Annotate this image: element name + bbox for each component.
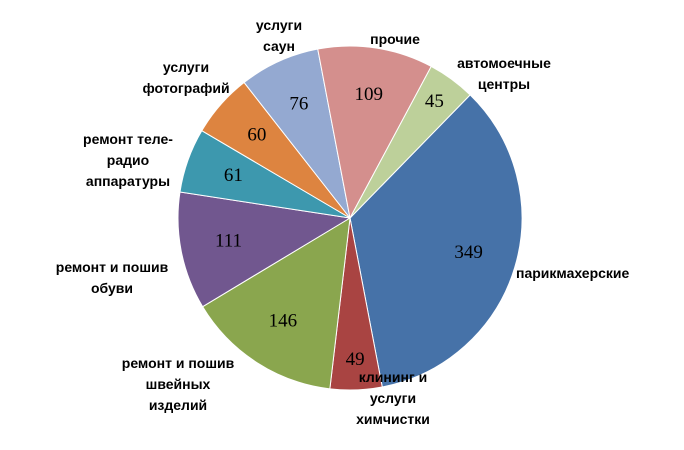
value-label: 60 bbox=[247, 125, 266, 146]
pie-slice bbox=[317, 45, 432, 220]
category-label: ремонт теле-радио аппаратуры bbox=[83, 131, 173, 189]
category-label-line: прочие bbox=[370, 31, 420, 47]
category-label-line: обуви bbox=[91, 280, 133, 296]
category-label-line: ремонт и пошив bbox=[56, 259, 169, 275]
category-label: парикмахерские bbox=[516, 265, 630, 281]
category-label: услуги саун bbox=[256, 17, 302, 54]
category-label: ремонт и пошив обуви bbox=[56, 259, 169, 296]
category-label-line: изделий bbox=[149, 397, 207, 413]
value-label: 111 bbox=[215, 230, 242, 251]
pie-slice bbox=[349, 94, 523, 388]
category-label-line: парикмахерские bbox=[516, 265, 630, 281]
category-label-line: услуги bbox=[370, 390, 416, 406]
category-label-line: ремонт теле- bbox=[83, 131, 173, 147]
value-label: 76 bbox=[289, 94, 308, 115]
pie-slice bbox=[349, 65, 471, 219]
category-label-line: клининг и bbox=[359, 369, 428, 385]
category-label-line: швейных bbox=[146, 376, 211, 392]
pie-slice bbox=[177, 191, 352, 308]
value-label: 45 bbox=[425, 91, 444, 112]
category-label-line: радио bbox=[107, 152, 149, 168]
value-label: 61 bbox=[224, 165, 243, 186]
category-label-line: ремонт и пошив bbox=[122, 355, 235, 371]
category-label: услуги фотографий bbox=[142, 59, 229, 96]
category-label-line: услуги bbox=[163, 59, 209, 75]
category-label: прочие bbox=[370, 31, 420, 47]
value-label: 146 bbox=[269, 310, 298, 331]
category-label: ремонт и пошив швейных изделий bbox=[122, 355, 235, 413]
category-label: автомоечные центры bbox=[457, 55, 551, 92]
value-label: 349 bbox=[454, 242, 483, 263]
category-label-line: автомоечные bbox=[457, 55, 551, 71]
category-label-line: услуги bbox=[256, 17, 302, 33]
category-label-line: фотографий bbox=[142, 80, 229, 96]
category-label-line: саун bbox=[263, 38, 295, 54]
value-label: 49 bbox=[346, 349, 365, 370]
category-label-line: аппаратуры bbox=[86, 173, 170, 189]
category-label-line: центры bbox=[478, 76, 530, 92]
pie-slice bbox=[201, 217, 351, 390]
value-label: 109 bbox=[354, 84, 383, 105]
category-label: клининг и услуги химчистки bbox=[356, 369, 430, 427]
category-label-line: химчистки bbox=[356, 411, 430, 427]
